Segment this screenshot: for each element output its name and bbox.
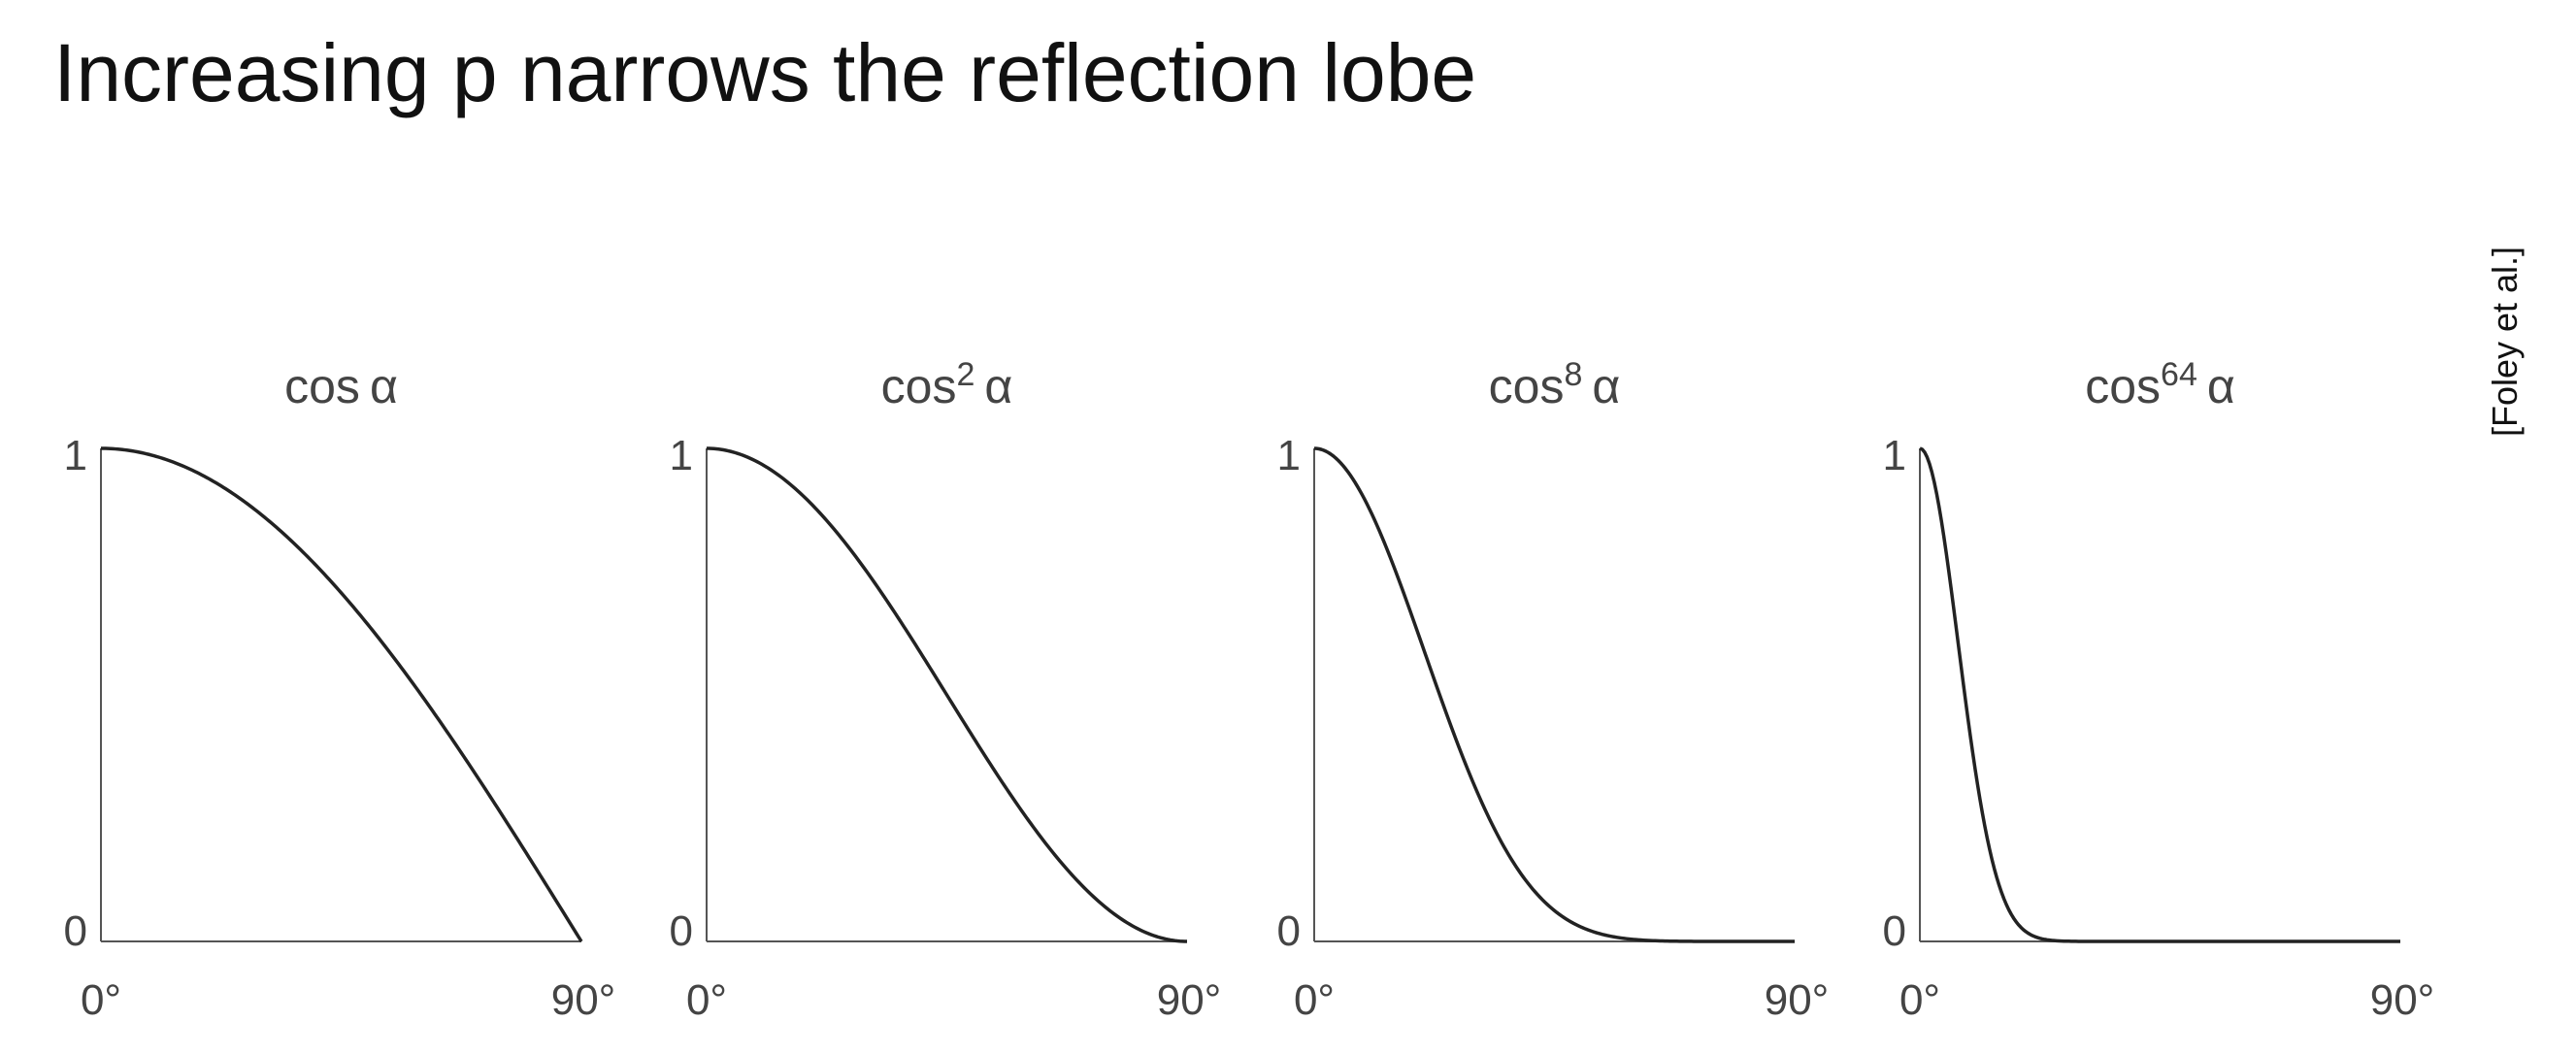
panel-title: cos α <box>284 359 398 413</box>
cosine-curve <box>1313 446 1795 943</box>
y-tick-label-top: 1 <box>1277 432 1301 479</box>
y-tick-label-top: 1 <box>1883 432 1906 479</box>
y-tick-label-bottom: 0 <box>670 907 693 955</box>
cosine-curve <box>100 446 583 942</box>
title-exponent: 2 <box>956 356 974 393</box>
plot-panel-4: cos64 α 1 0 0° 90° <box>1883 356 2435 1024</box>
x-tick-label-right: 90° <box>1157 976 1222 1024</box>
title-exponent: 64 <box>2161 356 2197 393</box>
y-tick-label-bottom: 0 <box>64 907 87 955</box>
panel-title: cos8 α <box>1489 356 1621 413</box>
x-tick-label-left: 0° <box>686 976 727 1024</box>
x-tick-label-left: 0° <box>81 976 121 1024</box>
title-variable: α <box>2197 359 2235 413</box>
title-variable: α <box>974 359 1012 413</box>
panel-title: cos64 α <box>2085 356 2235 413</box>
x-tick-label-right: 90° <box>2370 976 2435 1024</box>
cosine-curve <box>1919 446 2400 943</box>
panel-title: cos2 α <box>881 356 1013 413</box>
y-tick-label-top: 1 <box>670 432 693 479</box>
slide-title: Increasing p narrows the reflection lobe <box>53 27 1477 118</box>
y-tick-label-top: 1 <box>64 432 87 479</box>
x-tick-label-left: 0° <box>1294 976 1335 1024</box>
title-variable: α <box>360 359 398 413</box>
plot-panel-2: cos2 α 1 0 0° 90° <box>670 356 1222 1024</box>
x-tick-label-right: 90° <box>1765 976 1830 1024</box>
title-function: cos <box>881 359 957 413</box>
plot-panel-3: cos8 α 1 0 0° 90° <box>1277 356 1830 1024</box>
cosine-curve <box>706 446 1188 943</box>
y-tick-label-bottom: 0 <box>1277 907 1301 955</box>
x-tick-label-left: 0° <box>1899 976 1940 1024</box>
x-tick-label-right: 90° <box>551 976 616 1024</box>
title-variable: α <box>1582 359 1620 413</box>
title-function: cos <box>284 359 360 413</box>
title-exponent: 8 <box>1564 356 1582 393</box>
y-tick-label-bottom: 0 <box>1883 907 1906 955</box>
plot-panel-1: cos α 1 0 0° 90° <box>64 359 616 1024</box>
title-function: cos <box>2085 359 2161 413</box>
title-function: cos <box>1489 359 1565 413</box>
